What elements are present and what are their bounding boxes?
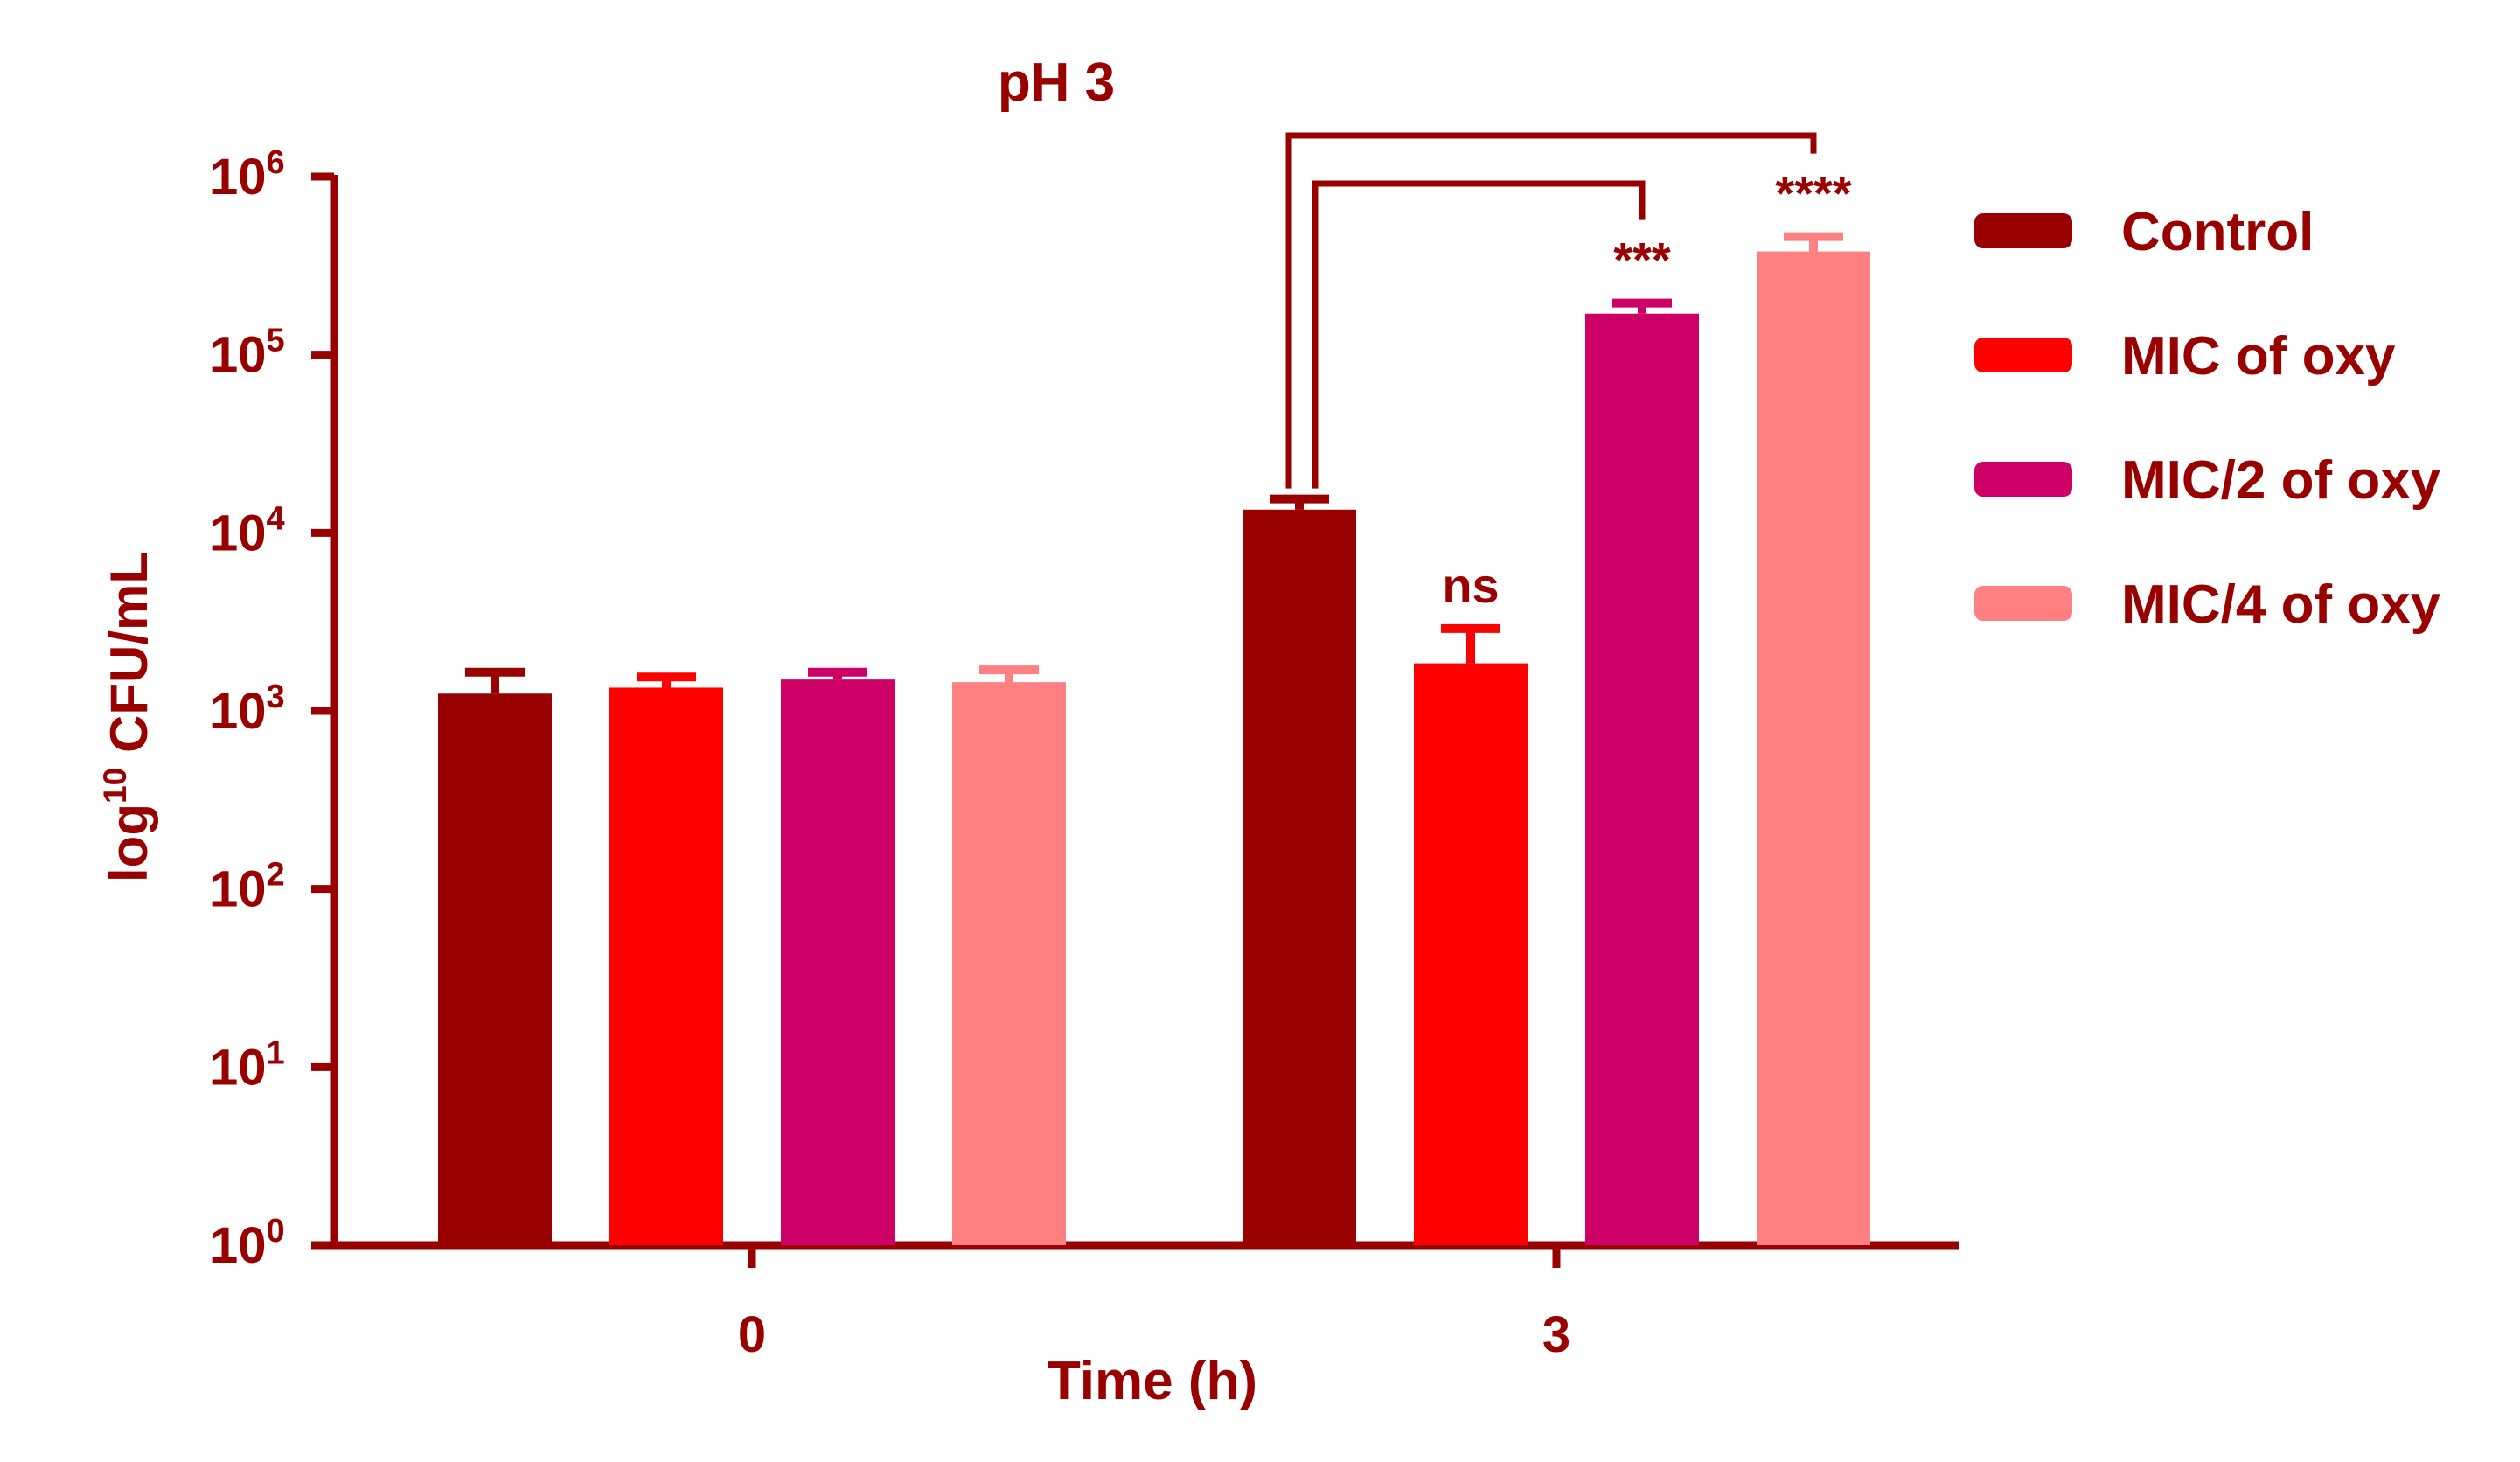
y-tick-label-base-4: 10 [210,505,267,561]
y-tick-label-base-6: 10 [210,149,267,205]
bar-mic-of-oxy-t0 [609,687,723,1245]
y-tick-label-base-0: 10 [210,1217,267,1274]
legend-swatch-1 [1974,338,2072,372]
y-tick-label-0: 100 [210,1213,285,1274]
y-tick-label-exp-5: 5 [267,323,285,359]
y-tick-label-5: 105 [210,323,285,384]
x-axis-label: Time (h) [1048,1351,1257,1411]
legend-swatch-0 [1974,213,2072,248]
significance-labels: ns******* [1442,166,1851,613]
y-tick-label-exp-3: 3 [267,679,285,715]
bar-mic-4-of-oxy-t3 [1757,251,1870,1245]
y-tick-label-exp-0: 0 [267,1213,285,1250]
legend-label-3: MIC/4 of oxy [2121,574,2441,635]
y-tick-label-1: 101 [210,1034,285,1096]
y-tick-label-base-2: 10 [210,861,267,918]
legend-label-1: MIC of oxy [2121,326,2396,386]
x-tick-label-0: 0 [738,1306,766,1363]
y-tick-label-exp-6: 6 [267,144,285,181]
bars [438,251,1870,1245]
significance-label-1: *** [1613,233,1671,288]
bar-mic-2-of-oxy-t3 [1585,313,1699,1245]
x-tick-label-1: 3 [1542,1306,1570,1363]
legend-swatch-2 [1974,462,2072,497]
legend-swatch-3 [1974,586,2072,621]
legend-label-2: MIC/2 of oxy [2121,450,2441,511]
y-tick-label-6: 106 [210,144,285,205]
legend-label-0: Control [2121,202,2314,262]
bar-mic-2-of-oxy-t0 [781,679,895,1245]
significance-label-0: ns [1442,558,1499,613]
bar-control-t0 [438,693,552,1245]
error-bars [465,232,1843,694]
y-tick-label-base-1: 10 [210,1039,267,1096]
y-axis-label-rest: CFU/mL [100,552,158,768]
bracket-2 [1285,132,1817,489]
y-tick-label-exp-1: 1 [267,1034,285,1071]
y-axis-label: log10 CFU/mL [96,552,158,882]
y-axis-label-base: log [100,804,158,882]
significance-label-2: **** [1775,166,1851,221]
y-tick-label-base-5: 10 [210,327,267,384]
y-tick-label-3: 103 [210,679,285,740]
bar-mic-of-oxy-t3 [1414,663,1528,1245]
y-tick-label-exp-4: 4 [267,500,285,537]
bar-mic-4-of-oxy-t0 [952,682,1066,1245]
bar-control-t3 [1243,509,1356,1245]
y-axis-label-sup: 10 [96,768,133,804]
chart-title: pH 3 [998,52,1115,113]
y-tick-label-4: 104 [210,500,285,561]
y-tick-label-exp-2: 2 [267,857,285,894]
y-tick-label-2: 102 [210,857,285,918]
legend: Control MIC of oxy MIC/2 of oxy MIC/4 of ox… [1974,202,2441,635]
significance-brackets [1285,132,1817,489]
y-tick-label-base-3: 10 [210,683,267,740]
bracket-1 [1312,180,1646,489]
